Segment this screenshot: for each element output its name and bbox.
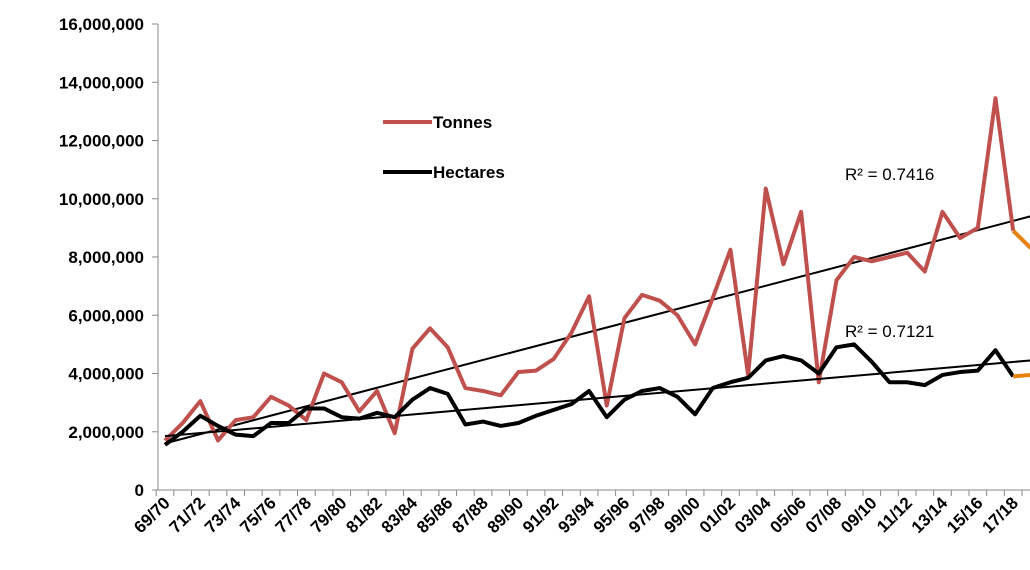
x-tick-label: 93/94 xyxy=(554,493,598,537)
y-tick-label: 6,000,000 xyxy=(68,306,144,325)
y-tick-label: 2,000,000 xyxy=(68,423,144,442)
y-tick-label: 8,000,000 xyxy=(68,248,144,267)
x-tick-label: 03/04 xyxy=(731,493,775,537)
x-tick-label: 97/98 xyxy=(625,493,669,537)
y-tick-label: 12,000,000 xyxy=(59,132,144,151)
x-tick-label: 17/18 xyxy=(978,493,1022,537)
x-tick-label: 07/08 xyxy=(802,493,846,537)
trend-label: R² = 0.7416 xyxy=(845,165,934,184)
series-last-segment xyxy=(1012,373,1030,379)
y-tick-label: 10,000,000 xyxy=(59,190,144,209)
x-tick-label: 83/84 xyxy=(378,493,422,537)
legend-label: Tonnes xyxy=(433,113,492,132)
series-line xyxy=(163,96,1016,443)
x-tick-label: 81/82 xyxy=(342,493,386,537)
series-last-segment xyxy=(1011,229,1030,250)
trend-label: R² = 0.7121 xyxy=(845,322,934,341)
x-tick-label: 01/02 xyxy=(696,493,740,537)
legend-label: Hectares xyxy=(433,163,505,182)
x-tick-label: 71/72 xyxy=(166,493,210,537)
x-tick-label: 85/86 xyxy=(413,493,457,537)
x-tick-label: 79/80 xyxy=(307,493,351,537)
trend-line xyxy=(164,359,1030,438)
y-tick-label: 0 xyxy=(135,481,144,500)
y-tick-label: 16,000,000 xyxy=(59,15,144,34)
x-tick-label: 05/06 xyxy=(766,493,810,537)
y-tick-label: 14,000,000 xyxy=(59,73,144,92)
x-tick-label: 73/74 xyxy=(201,493,245,537)
x-tick-label: 77/78 xyxy=(272,493,316,537)
x-tick-label: 89/90 xyxy=(484,493,528,537)
x-tick-label: 87/88 xyxy=(448,493,492,537)
x-tick-label: 95/96 xyxy=(590,493,634,537)
plot-area xyxy=(163,96,1030,447)
x-tick-label: 99/00 xyxy=(660,493,704,537)
y-tick-label: 4,000,000 xyxy=(68,365,144,384)
trend-line xyxy=(164,215,1030,445)
x-tick-label: 11/12 xyxy=(873,493,916,536)
x-tick-label: 91/92 xyxy=(519,493,563,537)
series-line xyxy=(163,342,1015,447)
x-tick-label: 13/14 xyxy=(908,493,952,537)
x-tick-label: 75/76 xyxy=(236,493,280,537)
x-tick-label: 15/16 xyxy=(943,493,987,537)
x-tick-label: 09/10 xyxy=(837,493,881,537)
